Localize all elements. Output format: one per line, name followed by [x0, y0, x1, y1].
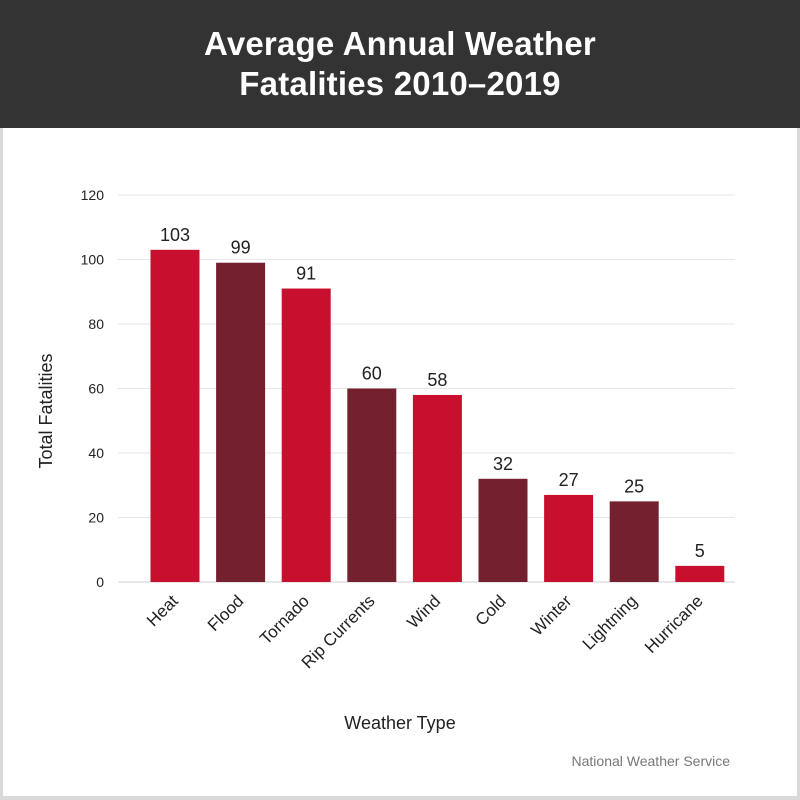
x-tick-label: Cold [472, 591, 510, 629]
x-tick-label: Lightning [579, 591, 641, 653]
data-label: 27 [559, 470, 579, 490]
bar-rip-currents [347, 388, 397, 582]
source-credit: National Weather Service [571, 753, 730, 769]
data-label: 58 [427, 370, 447, 390]
bar-cold [478, 478, 528, 582]
data-label: 60 [362, 364, 382, 384]
y-tick-label: 120 [81, 187, 105, 203]
y-tick-label: 60 [88, 381, 104, 397]
chart-title: Average Annual Weather Fatalities 2010–2… [204, 25, 596, 102]
bars [150, 249, 725, 582]
data-label: 25 [624, 476, 644, 496]
y-axis-label: Total Fatalities [36, 353, 56, 468]
bar-heat [150, 249, 200, 582]
data-label: 91 [296, 264, 316, 284]
y-tick-label: 80 [88, 316, 104, 332]
bar-lightning [609, 501, 659, 582]
x-tick-label: Wind [403, 591, 444, 632]
data-label: 99 [231, 238, 251, 258]
x-tick-label: Flood [204, 591, 248, 635]
x-axis-label: Weather Type [344, 713, 455, 733]
bar-wind [412, 394, 462, 582]
bar-winter [544, 494, 594, 582]
x-tick-label: Heat [143, 591, 182, 630]
data-label: 5 [695, 541, 705, 561]
x-tick-label: Tornado [256, 591, 313, 648]
y-tick-label: 100 [81, 252, 105, 268]
bar-tornado [281, 288, 331, 582]
x-tick-label: Hurricane [641, 591, 707, 657]
y-tick-label: 20 [88, 510, 104, 526]
data-label: 103 [160, 225, 190, 245]
bar-flood [216, 262, 266, 582]
x-tick-label: Winter [527, 591, 575, 639]
data-label: 32 [493, 454, 513, 474]
bar-hurricane [675, 565, 725, 582]
y-tick-label: 0 [96, 574, 104, 590]
title-banner: Average Annual Weather Fatalities 2010–2… [0, 0, 800, 128]
y-tick-label: 40 [88, 445, 104, 461]
data-labels: 103 99 91 60 58 32 27 25 5 [160, 225, 705, 561]
y-axis-ticks: 0 20 40 60 80 100 120 [81, 187, 105, 590]
